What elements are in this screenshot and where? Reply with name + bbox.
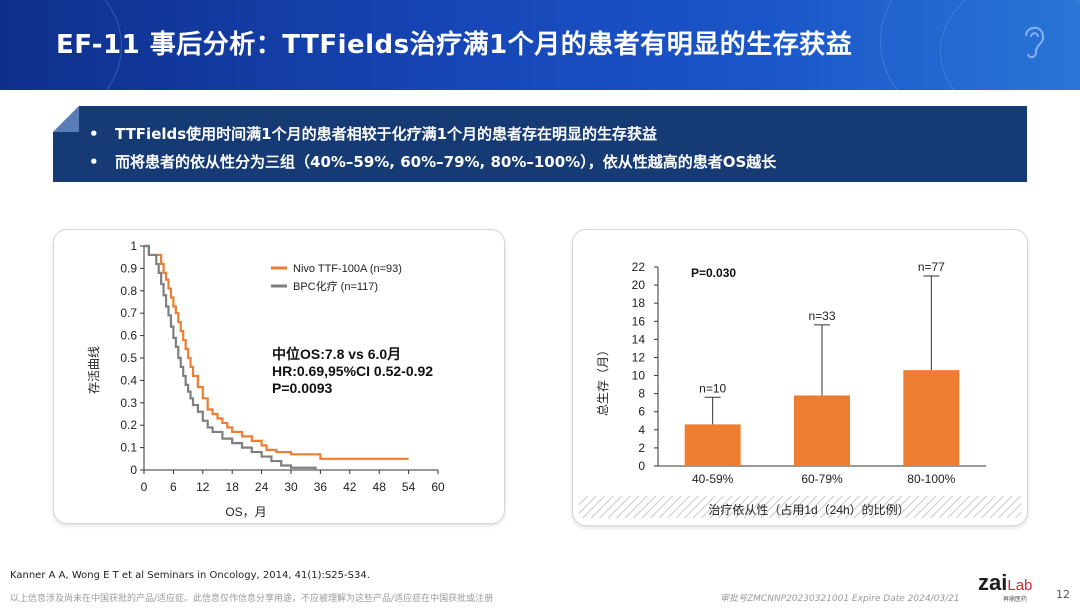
bar-chart-panel: 0 2 4 6 8 10 12 14 16 18 20 22 n=10 40-59% n=33 60-79%… <box>572 229 1028 526</box>
km-line-bpc <box>144 244 317 470</box>
summary-box: • TTFields使用时间满1个月的患者相较于化疗满1个月的患者存在明显的生存获… <box>53 106 1027 182</box>
km-chart-panel: 0 6 12 18 24 30 36 42 48 54 60 0 0.1 0.2 0.3 0.4 0.5 0.6 0… <box>53 229 505 524</box>
km-x-tick-label: 30 <box>284 480 298 494</box>
corner-fold-cut <box>53 106 79 132</box>
km-y-tick-label: 0.2 <box>120 418 137 432</box>
km-y-tick-label: 0.4 <box>120 373 137 387</box>
km-y-axis-label: 存活曲线 <box>87 346 101 394</box>
decor-ring <box>0 0 122 90</box>
summary-bullet-text: 而将患者的依从性分为三组（40%–59%, 60%–79%, 80%–100%）… <box>115 153 777 171</box>
summary-bullet: • 而将患者的依从性分为三组（40%–59%, 60%–79%, 80%–100%… <box>89 151 776 172</box>
approval-code: 审批号ZMCNNP20230321001 Expire Date 2024/03… <box>720 594 960 604</box>
bar-category-label: 80-100% <box>907 472 955 486</box>
bar-y-tick-label: 22 <box>632 260 646 274</box>
bar-chart: 0 2 4 6 8 10 12 14 16 18 20 22 n=10 40-59% n=33 60-79%… <box>579 260 1021 518</box>
km-y-tick-label: 0.7 <box>120 306 137 320</box>
logo-wordmark: zaiLab <box>978 570 1032 595</box>
summary-bullet-text: TTFields使用时间满1个月的患者相较于化疗满1个月的患者存在明显的生存获益 <box>115 125 658 143</box>
page-title: EF-11 事后分析：TTFields治疗满1个月的患者有明显的生存获益 <box>56 30 853 60</box>
bullet-dot: • <box>89 153 99 171</box>
bar-y-tick-label: 20 <box>632 278 646 292</box>
km-y-tick-label: 0.9 <box>120 261 137 275</box>
bar-y-tick-label: 12 <box>632 350 646 364</box>
km-x-tick-label: 18 <box>226 480 240 494</box>
bar-y-tick-label: 16 <box>632 314 646 328</box>
bar-y-tick-label: 4 <box>638 423 645 437</box>
page-number: 12 <box>1056 588 1070 601</box>
km-x-axis-label: OS，月 <box>225 505 266 519</box>
km-y-tick-label: 0 <box>130 463 137 477</box>
bullet-dot: • <box>89 125 99 143</box>
km-x-tick-label: 54 <box>402 480 416 494</box>
bar-category-label: 40-59% <box>692 472 734 486</box>
decor-ring <box>880 0 1080 90</box>
legend-label-ttf: Nivo TTF-100A (n=93) <box>293 263 402 275</box>
disclaimer-text: 以上信息涉及尚未在中国获批的产品/适应症。此信息仅作信息分享用途，不应被理解为这… <box>10 594 494 604</box>
bar-60-79% <box>794 395 850 466</box>
bar-y-tick-label: 8 <box>638 387 645 401</box>
bar-y-tick-label: 2 <box>638 441 645 455</box>
logo-zai: zai <box>978 570 1008 595</box>
bar-n-label: n=10 <box>699 381 726 395</box>
km-x-tick-label: 36 <box>314 480 328 494</box>
km-chart: 0 6 12 18 24 30 36 42 48 54 60 0 0.1 0.2 0.3 0.4 0.5 0.6 0… <box>87 239 445 519</box>
header-banner: EF-11 事后分析：TTFields治疗满1个月的患者有明显的生存获益 <box>0 0 1080 90</box>
km-x-tick-label: 24 <box>255 480 269 494</box>
bar-y-tick-label: 14 <box>632 332 646 346</box>
logo-subtitle: 再鼎医药 <box>1003 596 1028 603</box>
km-x-tick-label: 48 <box>373 480 387 494</box>
km-x-tick-label: 0 <box>141 480 148 494</box>
km-y-tick-label: 0.1 <box>120 441 137 455</box>
km-annotation-p: P=0.0093 <box>272 380 333 396</box>
km-x-tick-label: 60 <box>431 480 445 494</box>
km-y-tick-label: 0.5 <box>120 351 137 365</box>
summary-bullet: • TTFields使用时间满1个月的患者相较于化疗满1个月的患者存在明显的生存获… <box>89 123 657 144</box>
km-x-tick-label: 12 <box>196 480 210 494</box>
bar-category-label: 60-79% <box>801 472 843 486</box>
bar-annotation-p: P=0.030 <box>691 266 736 280</box>
km-y-tick-label: 0.8 <box>120 284 137 298</box>
company-logo: zaiLab 再鼎医药 <box>978 570 1032 603</box>
legend-label-bpc: BPC化疗 (n=117) <box>293 279 378 293</box>
km-y-tick-label: 0.3 <box>120 396 137 410</box>
xlabel-band <box>579 496 1021 518</box>
bar-y-tick-label: 10 <box>632 369 646 383</box>
bar-y-tick-label: 18 <box>632 296 646 310</box>
bar-y-tick-label: 6 <box>638 405 645 419</box>
km-x-tick-label: 6 <box>170 480 177 494</box>
bar-y-axis-label: 总生存（月） <box>596 344 610 416</box>
bar-40-59% <box>684 424 741 466</box>
decor-ring <box>940 0 1080 90</box>
km-x-tick-label: 42 <box>343 480 357 494</box>
bar-x-axis-label: 治疗依从性（占用1d（24h）的比例） <box>708 502 909 517</box>
km-line-ttf <box>144 244 409 460</box>
km-annotation-hr: HR:0.69,95%CI 0.52-0.92 <box>272 363 433 379</box>
bar-80-100% <box>903 370 960 466</box>
km-y-tick-label: 1 <box>130 239 137 253</box>
bar-y-tick-label: 0 <box>638 459 645 473</box>
km-annotation-median: 中位OS:7.8 vs 6.0月 <box>272 346 401 362</box>
km-y-tick-label: 0.6 <box>120 329 137 343</box>
bar-n-label: n=33 <box>808 309 835 323</box>
reference-citation: Kanner A A, Wong E T et al Seminars in O… <box>10 570 370 581</box>
bar-n-label: n=77 <box>918 260 945 274</box>
logo-lab: Lab <box>1007 577 1033 594</box>
ear-icon <box>1025 26 1045 59</box>
